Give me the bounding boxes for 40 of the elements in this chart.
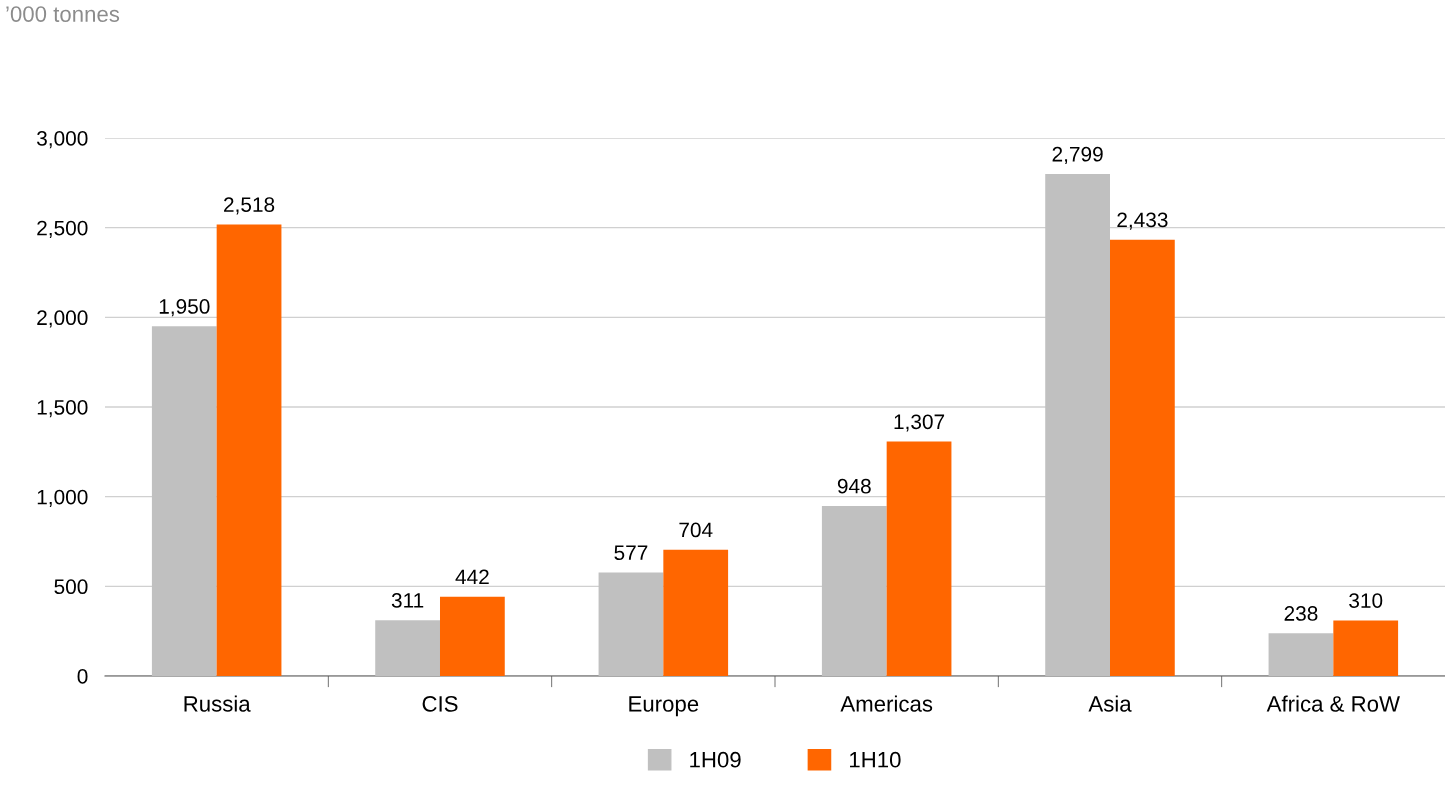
data-label: 310 — [1349, 593, 1383, 608]
data-label: 442 — [455, 569, 489, 585]
bar — [598, 572, 664, 676]
data-label: 238 — [1284, 606, 1318, 621]
legend-label: 1H09 — [690, 751, 741, 768]
bar — [1045, 174, 1110, 676]
bar — [1268, 633, 1334, 676]
x-tick-label: Americas — [840, 695, 933, 712]
data-label: 704 — [679, 522, 713, 538]
data-label: 2,518 — [224, 197, 275, 215]
y-axis-title: ’000 tonnes — [6, 6, 120, 22]
bar — [821, 505, 887, 676]
y-tick-label: 2,000 — [37, 310, 88, 328]
data-label: 2,433 — [1117, 212, 1168, 230]
y-tick-label: 1,000 — [37, 489, 88, 507]
x-tick-label: Africa & RoW — [1266, 695, 1400, 712]
bar — [375, 620, 440, 676]
x-tick-label: CIS — [422, 696, 458, 712]
y-tick-label: 0 — [77, 669, 88, 684]
legend-label: 1H10 — [850, 751, 901, 768]
data-label: 1,950 — [159, 299, 210, 317]
y-tick-label: 3,000 — [37, 131, 88, 149]
bar — [1110, 239, 1175, 676]
x-tick-label: Asia — [1088, 695, 1132, 712]
x-tick-label: Russia — [184, 695, 251, 712]
data-label: 948 — [837, 478, 871, 494]
bar — [151, 326, 217, 676]
data-label: 1,307 — [894, 414, 945, 432]
bar — [886, 441, 952, 676]
y-tick-label: 2,500 — [37, 220, 88, 238]
data-label: 2,799 — [1052, 146, 1103, 165]
y-tick-label: 1,500 — [37, 400, 88, 418]
bar — [216, 224, 282, 676]
data-label: 577 — [614, 545, 648, 561]
bar — [663, 549, 729, 676]
y-tick-label: 500 — [54, 579, 88, 595]
bar — [440, 596, 505, 676]
data-label: 311 — [391, 593, 424, 608]
x-tick-label: Europe — [629, 696, 699, 717]
bar — [1333, 620, 1399, 676]
